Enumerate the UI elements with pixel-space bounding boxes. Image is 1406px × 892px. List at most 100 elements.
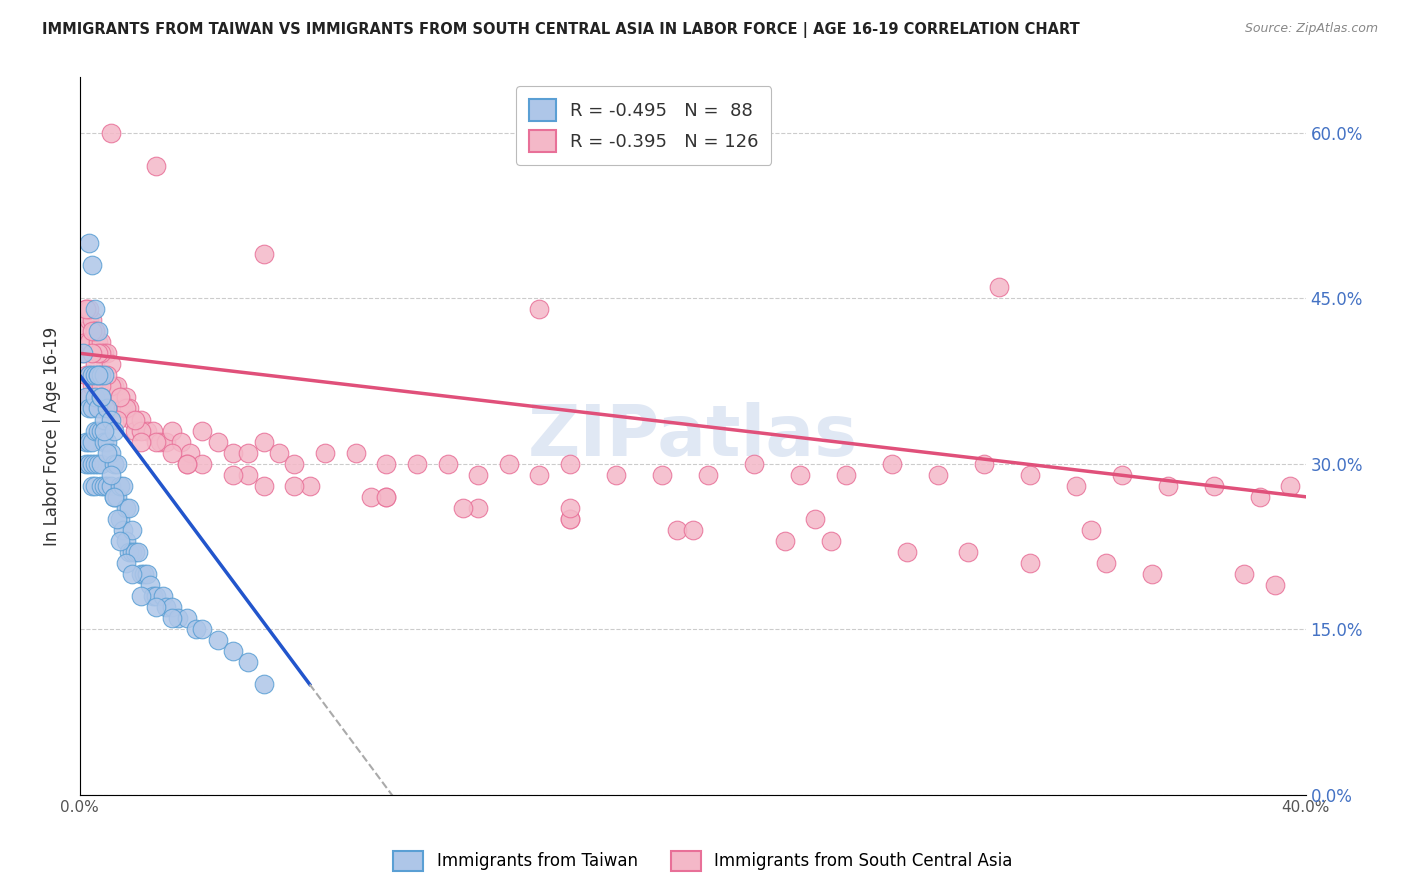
- Point: [105, 512, 128, 526]
- Point: [1111, 467, 1133, 482]
- Point: [77, 313, 100, 327]
- Point: [108, 479, 131, 493]
- Point: [160, 600, 183, 615]
- Point: [82, 258, 104, 272]
- Point: [558, 457, 581, 471]
- Point: [467, 500, 489, 515]
- Y-axis label: In Labor Force | Age 16-19: In Labor Force | Age 16-19: [44, 326, 60, 546]
- Point: [697, 467, 720, 482]
- Point: [160, 445, 183, 459]
- Point: [82, 479, 104, 493]
- Point: [96, 401, 118, 416]
- Point: [152, 589, 174, 603]
- Point: [142, 424, 165, 438]
- Point: [927, 467, 949, 482]
- Point: [93, 434, 115, 449]
- Point: [77, 368, 100, 383]
- Point: [111, 523, 134, 537]
- Point: [96, 368, 118, 383]
- Point: [121, 567, 143, 582]
- Point: [100, 401, 122, 416]
- Point: [773, 533, 796, 548]
- Point: [87, 346, 110, 360]
- Point: [87, 424, 110, 438]
- Point: [129, 434, 152, 449]
- Text: IMMIGRANTS FROM TAIWAN VS IMMIGRANTS FROM SOUTH CENTRAL ASIA IN LABOR FORCE | AG: IMMIGRANTS FROM TAIWAN VS IMMIGRANTS FRO…: [42, 22, 1080, 38]
- Point: [108, 512, 131, 526]
- Point: [136, 567, 159, 582]
- Point: [529, 302, 551, 317]
- Point: [77, 401, 100, 416]
- Point: [1279, 479, 1302, 493]
- Point: [896, 545, 918, 559]
- Point: [957, 545, 980, 559]
- Point: [90, 335, 112, 350]
- Point: [129, 424, 152, 438]
- Point: [96, 391, 118, 405]
- Point: [87, 379, 110, 393]
- Point: [186, 622, 208, 636]
- Point: [820, 533, 842, 548]
- Point: [145, 434, 167, 449]
- Point: [84, 479, 107, 493]
- Point: [108, 391, 131, 405]
- Point: [207, 633, 229, 648]
- Point: [82, 346, 104, 360]
- Point: [238, 445, 260, 459]
- Point: [77, 434, 100, 449]
- Point: [1264, 578, 1286, 592]
- Point: [191, 424, 214, 438]
- Point: [96, 445, 118, 459]
- Point: [103, 424, 125, 438]
- Point: [1249, 490, 1271, 504]
- Point: [90, 457, 112, 471]
- Point: [90, 401, 112, 416]
- Point: [129, 412, 152, 426]
- Point: [114, 500, 136, 515]
- Point: [121, 412, 143, 426]
- Point: [82, 401, 104, 416]
- Point: [124, 412, 146, 426]
- Point: [121, 523, 143, 537]
- Point: [82, 324, 104, 338]
- Point: [90, 479, 112, 493]
- Legend: Immigrants from Taiwan, Immigrants from South Central Asia: Immigrants from Taiwan, Immigrants from …: [385, 842, 1021, 880]
- Point: [124, 545, 146, 559]
- Point: [222, 644, 245, 658]
- Point: [84, 357, 107, 371]
- Point: [111, 479, 134, 493]
- Point: [988, 280, 1011, 294]
- Point: [75, 434, 97, 449]
- Point: [105, 412, 128, 426]
- Point: [145, 600, 167, 615]
- Point: [77, 335, 100, 350]
- Point: [75, 368, 97, 383]
- Point: [222, 467, 245, 482]
- Point: [84, 368, 107, 383]
- Point: [136, 424, 159, 438]
- Point: [682, 523, 704, 537]
- Point: [375, 457, 398, 471]
- Point: [105, 490, 128, 504]
- Point: [100, 445, 122, 459]
- Point: [114, 391, 136, 405]
- Point: [1095, 556, 1118, 570]
- Point: [314, 445, 336, 459]
- Point: [100, 126, 122, 140]
- Point: [75, 391, 97, 405]
- Point: [77, 391, 100, 405]
- Point: [90, 424, 112, 438]
- Point: [118, 401, 141, 416]
- Point: [436, 457, 458, 471]
- Point: [100, 479, 122, 493]
- Point: [87, 368, 110, 383]
- Point: [103, 457, 125, 471]
- Point: [87, 324, 110, 338]
- Point: [179, 445, 201, 459]
- Point: [75, 302, 97, 317]
- Point: [96, 479, 118, 493]
- Point: [155, 434, 177, 449]
- Point: [84, 324, 107, 338]
- Point: [298, 479, 321, 493]
- Point: [103, 379, 125, 393]
